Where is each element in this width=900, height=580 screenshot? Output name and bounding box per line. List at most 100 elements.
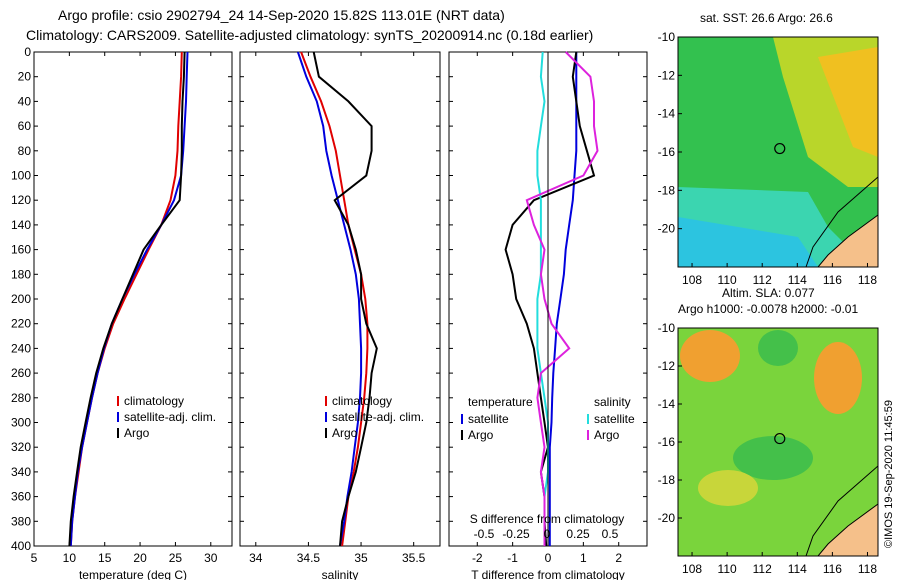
map-lat-label-map-sla: -20 (658, 511, 676, 525)
salinity-diff-tick-label: -0.5 (474, 527, 495, 541)
sla-low-south (733, 436, 813, 480)
depth-tick-label: 380 (11, 514, 31, 528)
series-line-difference-temperature-satellite (548, 52, 578, 546)
coastline-map-sla (817, 503, 878, 556)
map-lat-label-map-sst: -10 (658, 30, 676, 44)
plot-title-line-1: Argo profile: csio 2902794_24 14-Sep-202… (58, 7, 505, 23)
map-field-map-sst (678, 37, 878, 267)
legend-label-temperature-0: climatology (124, 394, 184, 408)
sla-map-subtitle: Argo h1000: -0.0078 h2000: -0.01 (678, 302, 859, 316)
depth-tick-label: 260 (11, 366, 31, 380)
map-lat-label-map-sla: -18 (658, 473, 676, 487)
argo-float-marker-map-sst (774, 142, 786, 155)
map-lat-label-map-sla: -14 (658, 397, 676, 411)
legend-label-temperature-1: satellite-adj. clim. (124, 410, 216, 424)
map-lat-label-map-sla: -12 (658, 359, 676, 373)
depth-tick-label: 20 (18, 70, 32, 84)
map-lon-label-map-sla: 112 (753, 562, 772, 576)
panel-frame-temperature (33, 51, 233, 547)
legend-label-salinity-2: Argo (332, 426, 358, 440)
x-tick-label-temperature: 30 (204, 551, 218, 565)
map-lat-label-map-sst: -12 (658, 68, 676, 82)
sla-high-east (814, 342, 862, 414)
x-tick-label-salinity: 34.5 (297, 551, 321, 565)
legend-label-sal-0: satellite (594, 412, 635, 426)
x-tick-label-difference: 2 (615, 551, 622, 565)
map-lon-label-map-sla: 114 (788, 562, 807, 576)
series-line-temperature-satellite-adj-clim- (69, 51, 189, 547)
sst-map-title: sat. SST: 26.6 Argo: 26.6 (700, 11, 833, 25)
map-lon-label-map-sst: 116 (823, 273, 842, 287)
map-map-sst (677, 36, 879, 268)
depth-tick-label: 100 (11, 169, 31, 183)
x-axis-label-temperature: temperature (deg C) (79, 568, 187, 580)
x-tick-label-difference: 1 (580, 551, 587, 565)
salinity-diff-tick-label: 0 (544, 527, 551, 541)
x-tick-label-temperature: 15 (98, 551, 112, 565)
sla-mid (698, 470, 758, 506)
depth-tick-label: 140 (11, 218, 31, 232)
legend-group-salinity: salinity (594, 395, 631, 409)
sla-low-center (758, 330, 798, 366)
depth-tick-label: 40 (18, 94, 32, 108)
panel-frame-salinity (239, 51, 441, 547)
plot-title-line-2: Climatology: CARS2009. Satellite-adjuste… (26, 27, 594, 43)
sst-cold-band (678, 217, 818, 267)
map-map-sla (677, 327, 879, 557)
sst-hot-band (818, 47, 878, 157)
depth-tick-label: 320 (11, 440, 31, 454)
bathymetry-contour-map-sla (805, 465, 878, 556)
legend-label-salinity-1: satellite-adj. clim. (332, 410, 424, 424)
x-tick-label-temperature: 10 (63, 551, 77, 565)
map-lon-label-map-sst: 112 (753, 273, 772, 287)
depth-tick-label: 360 (11, 490, 31, 504)
map-lat-label-map-sla: -10 (658, 321, 676, 335)
sla-map-title: Altim. SLA: 0.077 (722, 286, 815, 300)
series-line-salinity-satellite-adj-clim- (296, 51, 363, 547)
map-lat-label-map-sst: -16 (658, 145, 676, 159)
salinity-diff-tick-label: 0.25 (566, 527, 590, 541)
x-axis-label-salinity: salinity (322, 568, 359, 580)
x-tick-label-salinity: 34 (249, 551, 263, 565)
series-line-temperature-argo (68, 51, 186, 547)
x-tick-label-difference: 0 (545, 551, 552, 565)
map-lon-label-map-sst: 110 (718, 273, 737, 287)
x-tick-label-difference: -2 (472, 551, 483, 565)
series-line-salinity-argo (312, 51, 378, 547)
map-lon-label-map-sla: 108 (682, 562, 702, 576)
x-tick-label-difference: -1 (507, 551, 518, 565)
depth-tick-label: 0 (24, 45, 31, 59)
x-tick-label-salinity: 35.5 (402, 551, 426, 565)
map-lat-label-map-sst: -20 (658, 222, 676, 236)
salinity-diff-tick-label: -0.25 (502, 527, 530, 541)
depth-tick-label: 180 (11, 267, 31, 281)
series-line-difference-salinity-satellite (536, 51, 549, 546)
map-lat-label-map-sst: -18 (658, 183, 676, 197)
depth-tick-label: 340 (11, 465, 31, 479)
coastline-map-sst (817, 214, 878, 267)
bathymetry-contour-map-sst (805, 176, 878, 267)
x-axis-label-difference: T difference from climatology (471, 568, 625, 580)
x-tick-label-salinity: 35 (354, 551, 368, 565)
x-tick-label-temperature: 25 (169, 551, 183, 565)
series-line-salinity-climatology (300, 51, 369, 547)
legend-label-temp-1: Argo (468, 428, 494, 442)
legend-label-salinity-0: climatology (332, 394, 392, 408)
series-line-temperature-climatology (69, 51, 183, 547)
depth-tick-label: 280 (11, 391, 31, 405)
map-lon-label-map-sst: 114 (788, 273, 807, 287)
depth-tick-label: 220 (11, 317, 31, 331)
map-lat-label-map-sst: -14 (658, 107, 676, 121)
depth-tick-label: 300 (11, 416, 31, 430)
legend-label-temp-0: satellite (468, 412, 509, 426)
legend-label-sal-1: Argo (594, 428, 620, 442)
depth-tick-label: 400 (11, 539, 31, 553)
map-lon-label-map-sla: 110 (718, 562, 737, 576)
depth-tick-label: 60 (18, 119, 32, 133)
x-tick-label-temperature: 5 (31, 551, 38, 565)
salinity-diff-axis-label: S difference from climatology (470, 512, 625, 526)
depth-tick-label: 120 (11, 193, 31, 207)
argo-float-marker-map-sla (774, 432, 786, 445)
series-line-difference-temperature-argo (504, 51, 596, 547)
